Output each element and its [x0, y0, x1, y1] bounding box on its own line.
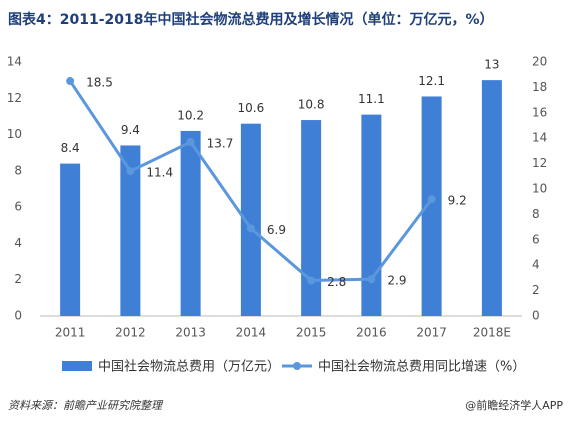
line-marker	[246, 224, 255, 233]
bar	[240, 123, 261, 316]
line-marker	[367, 275, 376, 284]
y2-tick-label: 16	[532, 105, 547, 119]
bar	[421, 96, 442, 316]
bar	[180, 130, 201, 316]
bar	[301, 120, 322, 316]
bar-value-label: 10.2	[177, 108, 204, 122]
source: 资料来源：前瞻产业研究院整理	[8, 399, 164, 412]
bar-value-label: 8.4	[61, 141, 80, 155]
y-tick-label: 8	[14, 163, 22, 177]
bar-value-label: 10.8	[298, 98, 325, 112]
x-tick-label: 2011	[55, 326, 86, 340]
x-tick-label: 2017	[416, 326, 447, 340]
chart-title: 图表4：2011-2018年中国社会物流总费用及增长情况（单位：万亿元，%）	[8, 11, 494, 28]
bar	[361, 114, 382, 316]
y2-tick-label: 10	[532, 182, 547, 196]
y-tick-label: 10	[7, 127, 22, 141]
line-value-label: 6.9	[267, 223, 286, 237]
bar-value-label: 11.1	[358, 92, 385, 106]
legend-swatch	[62, 361, 92, 371]
legend-swatch-marker	[293, 362, 301, 370]
legend-label: 中国社会物流总费用（万亿元）	[98, 359, 280, 375]
y-tick-label: 0	[14, 309, 22, 323]
line-marker	[186, 138, 195, 147]
line-marker	[66, 77, 75, 86]
y2-tick-label: 2	[532, 283, 540, 297]
line-value-label: 11.4	[146, 166, 173, 180]
bar-value-label: 13	[484, 58, 499, 72]
bar	[120, 145, 141, 316]
y-tick-label: 6	[14, 200, 22, 214]
legend-label: 中国社会物流总费用同比增速（%）	[318, 359, 525, 375]
y2-tick-label: 8	[532, 207, 540, 221]
x-tick-label: 2014	[236, 326, 267, 340]
line-marker	[126, 167, 135, 176]
line-marker	[427, 195, 436, 204]
y2-tick-label: 20	[532, 55, 547, 69]
bar	[481, 80, 502, 317]
y2-tick-label: 12	[532, 156, 547, 170]
bar	[60, 163, 81, 316]
line-marker	[307, 276, 316, 285]
bar-value-label: 10.6	[238, 101, 265, 115]
line-value-label: 9.2	[448, 194, 467, 208]
x-tick-label: 2018E	[473, 326, 511, 340]
x-tick-label: 2016	[356, 326, 387, 340]
y-tick-label: 2	[14, 272, 22, 286]
footer: @前瞻经济学人APP	[465, 398, 563, 412]
line-value-label: 2.9	[387, 274, 406, 288]
x-tick-label: 2012	[115, 326, 146, 340]
line-value-label: 18.5	[86, 76, 113, 90]
y-tick-label: 14	[7, 55, 22, 69]
bar-value-label: 9.4	[121, 123, 140, 137]
bar-value-label: 12.1	[418, 74, 445, 88]
y2-tick-label: 4	[532, 258, 540, 272]
x-tick-label: 2013	[175, 326, 206, 340]
y2-tick-label: 14	[532, 131, 547, 145]
y-tick-label: 4	[14, 236, 22, 250]
x-tick-label: 2015	[296, 326, 327, 340]
y-tick-label: 12	[7, 91, 22, 105]
y2-tick-label: 18	[532, 80, 547, 94]
y2-tick-label: 0	[532, 309, 540, 323]
y2-tick-label: 6	[532, 232, 540, 246]
line-value-label: 13.7	[207, 137, 234, 151]
line-value-label: 2.8	[327, 275, 346, 289]
